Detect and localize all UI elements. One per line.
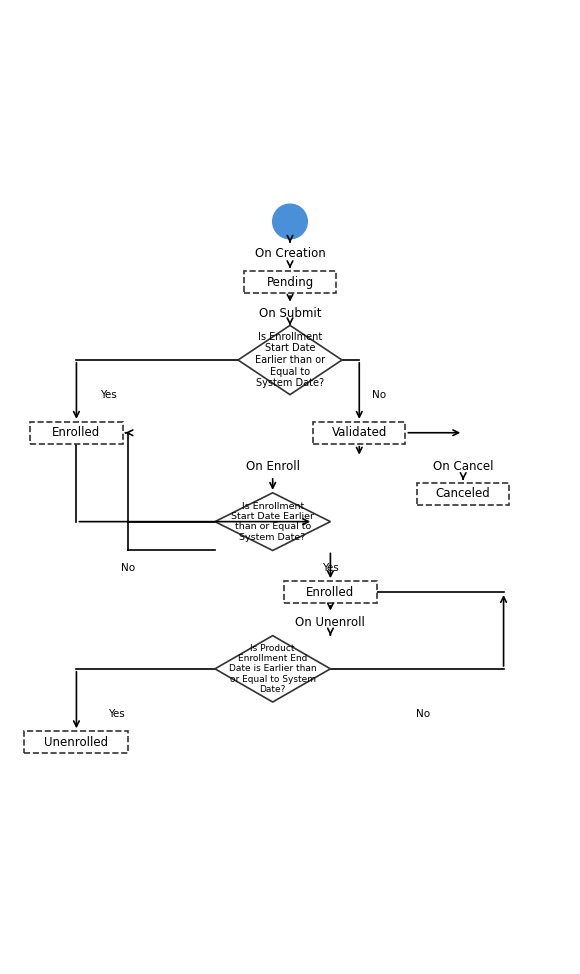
- Text: No: No: [121, 563, 136, 573]
- FancyBboxPatch shape: [417, 483, 509, 505]
- FancyBboxPatch shape: [244, 271, 336, 293]
- Text: No: No: [372, 390, 386, 399]
- Text: Yes: Yes: [100, 390, 117, 399]
- Text: Enrolled: Enrolled: [306, 585, 354, 599]
- Text: No: No: [416, 709, 430, 719]
- Text: On Unenroll: On Unenroll: [295, 617, 365, 629]
- Text: Validated: Validated: [332, 427, 387, 439]
- FancyBboxPatch shape: [24, 731, 128, 753]
- Polygon shape: [215, 636, 331, 702]
- Text: Is Enrollment
Start Date Earlier
than or Equal to
System Date?: Is Enrollment Start Date Earlier than or…: [231, 502, 314, 542]
- Text: Pending: Pending: [266, 276, 314, 288]
- Text: Unenrolled: Unenrolled: [44, 735, 108, 749]
- Text: On Creation: On Creation: [255, 246, 325, 260]
- Text: Is Enrollment
Start Date
Earlier than or
Equal to
System Date?: Is Enrollment Start Date Earlier than or…: [255, 332, 325, 389]
- Text: Enrolled: Enrolled: [52, 427, 100, 439]
- Polygon shape: [238, 325, 342, 394]
- FancyBboxPatch shape: [30, 422, 122, 444]
- Text: Yes: Yes: [108, 709, 125, 719]
- Text: Is Product
Enrollment End
Date is Earlier than
or Equal to System
Date?: Is Product Enrollment End Date is Earlie…: [229, 644, 317, 694]
- FancyBboxPatch shape: [313, 422, 405, 444]
- Text: On Cancel: On Cancel: [433, 461, 494, 473]
- Text: Yes: Yes: [322, 563, 339, 573]
- Text: On Enroll: On Enroll: [246, 461, 300, 473]
- Text: Canceled: Canceled: [436, 487, 491, 501]
- Text: On Submit: On Submit: [259, 308, 321, 320]
- Circle shape: [273, 205, 307, 239]
- Polygon shape: [215, 493, 331, 550]
- FancyBboxPatch shape: [284, 581, 376, 603]
